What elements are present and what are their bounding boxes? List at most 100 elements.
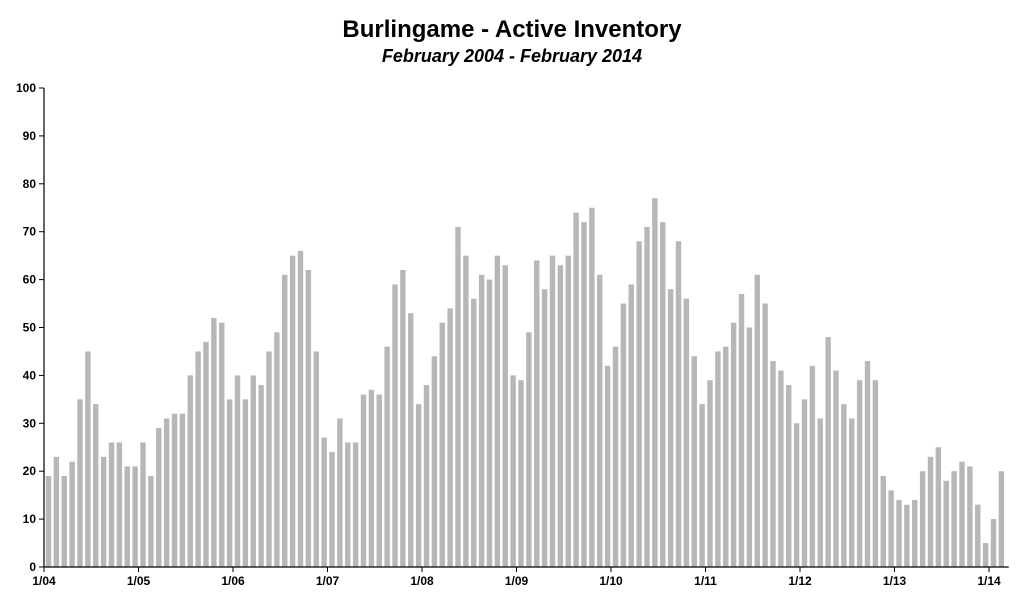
bar xyxy=(415,404,422,567)
bar xyxy=(557,265,564,567)
bar xyxy=(589,207,595,567)
bar xyxy=(352,442,359,567)
bar xyxy=(998,471,1005,567)
bar xyxy=(156,428,162,567)
bar xyxy=(274,332,280,567)
bar xyxy=(833,370,839,567)
bar xyxy=(171,413,178,567)
bar xyxy=(856,380,863,567)
bar xyxy=(904,504,910,567)
x-tick-label: 1/11 xyxy=(694,574,717,588)
y-tick-label: 40 xyxy=(23,368,37,382)
bar xyxy=(282,274,288,567)
bar xyxy=(494,255,501,567)
y-tick-label: 0 xyxy=(29,560,36,574)
bar xyxy=(935,447,942,567)
bar xyxy=(644,226,650,567)
y-tick-label: 90 xyxy=(23,129,37,143)
bar xyxy=(77,399,83,567)
bar xyxy=(455,226,461,567)
bar xyxy=(447,308,453,567)
chart-title: Burlingame - Active Inventory xyxy=(342,16,682,43)
bar xyxy=(360,394,367,567)
bar xyxy=(809,365,816,567)
bar xyxy=(384,346,390,567)
chart-subtitle: February 2004 - February 2014 xyxy=(381,46,643,66)
bar xyxy=(541,289,548,567)
bar xyxy=(266,351,272,567)
bar xyxy=(423,384,430,567)
bar xyxy=(439,322,445,567)
x-tick-label: 1/07 xyxy=(316,574,340,588)
y-tick-label: 70 xyxy=(23,225,37,239)
bar xyxy=(250,375,256,567)
y-tick-label: 10 xyxy=(23,512,37,526)
bar xyxy=(321,437,327,567)
bar xyxy=(707,380,713,567)
bar xyxy=(179,413,186,567)
bar xyxy=(959,461,965,567)
bar xyxy=(825,337,831,567)
bar xyxy=(463,255,469,567)
x-tick-label: 1/04 xyxy=(32,574,56,588)
bar xyxy=(762,303,768,567)
bar xyxy=(124,466,130,567)
bar xyxy=(431,356,438,567)
bar xyxy=(612,346,619,567)
bar xyxy=(628,284,634,567)
bar xyxy=(549,255,556,567)
bar xyxy=(337,418,343,567)
x-tick-label: 1/08 xyxy=(410,574,434,588)
bar xyxy=(565,255,571,567)
bar xyxy=(45,475,52,567)
bar xyxy=(471,298,477,567)
bar xyxy=(258,384,264,567)
bar xyxy=(502,265,508,567)
bar xyxy=(226,399,233,567)
bar xyxy=(518,380,524,567)
bar xyxy=(849,418,855,567)
bar xyxy=(61,475,67,567)
bar xyxy=(667,289,674,567)
bar xyxy=(305,270,312,567)
bar xyxy=(864,361,871,567)
bar xyxy=(943,480,949,567)
bars-group xyxy=(45,198,1005,568)
bar xyxy=(510,375,516,567)
bar xyxy=(392,284,398,567)
bar xyxy=(691,356,697,567)
y-tick-label: 60 xyxy=(23,273,37,287)
bar xyxy=(982,543,989,567)
bar xyxy=(620,303,627,567)
bar xyxy=(132,466,138,567)
bar xyxy=(793,423,800,567)
bar xyxy=(400,270,406,567)
bar xyxy=(636,241,642,567)
bar xyxy=(738,293,745,567)
bar xyxy=(675,241,682,567)
bar xyxy=(919,471,926,567)
axes-group: 0 10 20 30 40 50 60 70 80 90 100 1/04 1/05 1/06 1/07 1/… xyxy=(16,81,1009,588)
x-tick-label: 1/10 xyxy=(599,574,623,588)
bar xyxy=(211,317,217,567)
bar xyxy=(108,442,115,567)
bar xyxy=(345,442,351,567)
bar xyxy=(69,461,75,567)
bar xyxy=(683,298,690,567)
bar xyxy=(730,322,737,567)
bar xyxy=(163,418,170,567)
bar xyxy=(880,475,886,567)
bar xyxy=(597,274,603,567)
bar xyxy=(329,452,335,567)
bar xyxy=(368,389,375,567)
bar xyxy=(242,399,249,567)
bar xyxy=(888,490,894,567)
x-tick-label: 1/12 xyxy=(788,574,812,588)
bar xyxy=(746,327,753,567)
x-tick-label: 1/14 xyxy=(977,574,1001,588)
bar xyxy=(723,346,729,567)
bar xyxy=(187,375,193,567)
x-tick-label: 1/13 xyxy=(883,574,907,588)
bar xyxy=(927,456,934,567)
y-tick-label: 20 xyxy=(23,464,37,478)
